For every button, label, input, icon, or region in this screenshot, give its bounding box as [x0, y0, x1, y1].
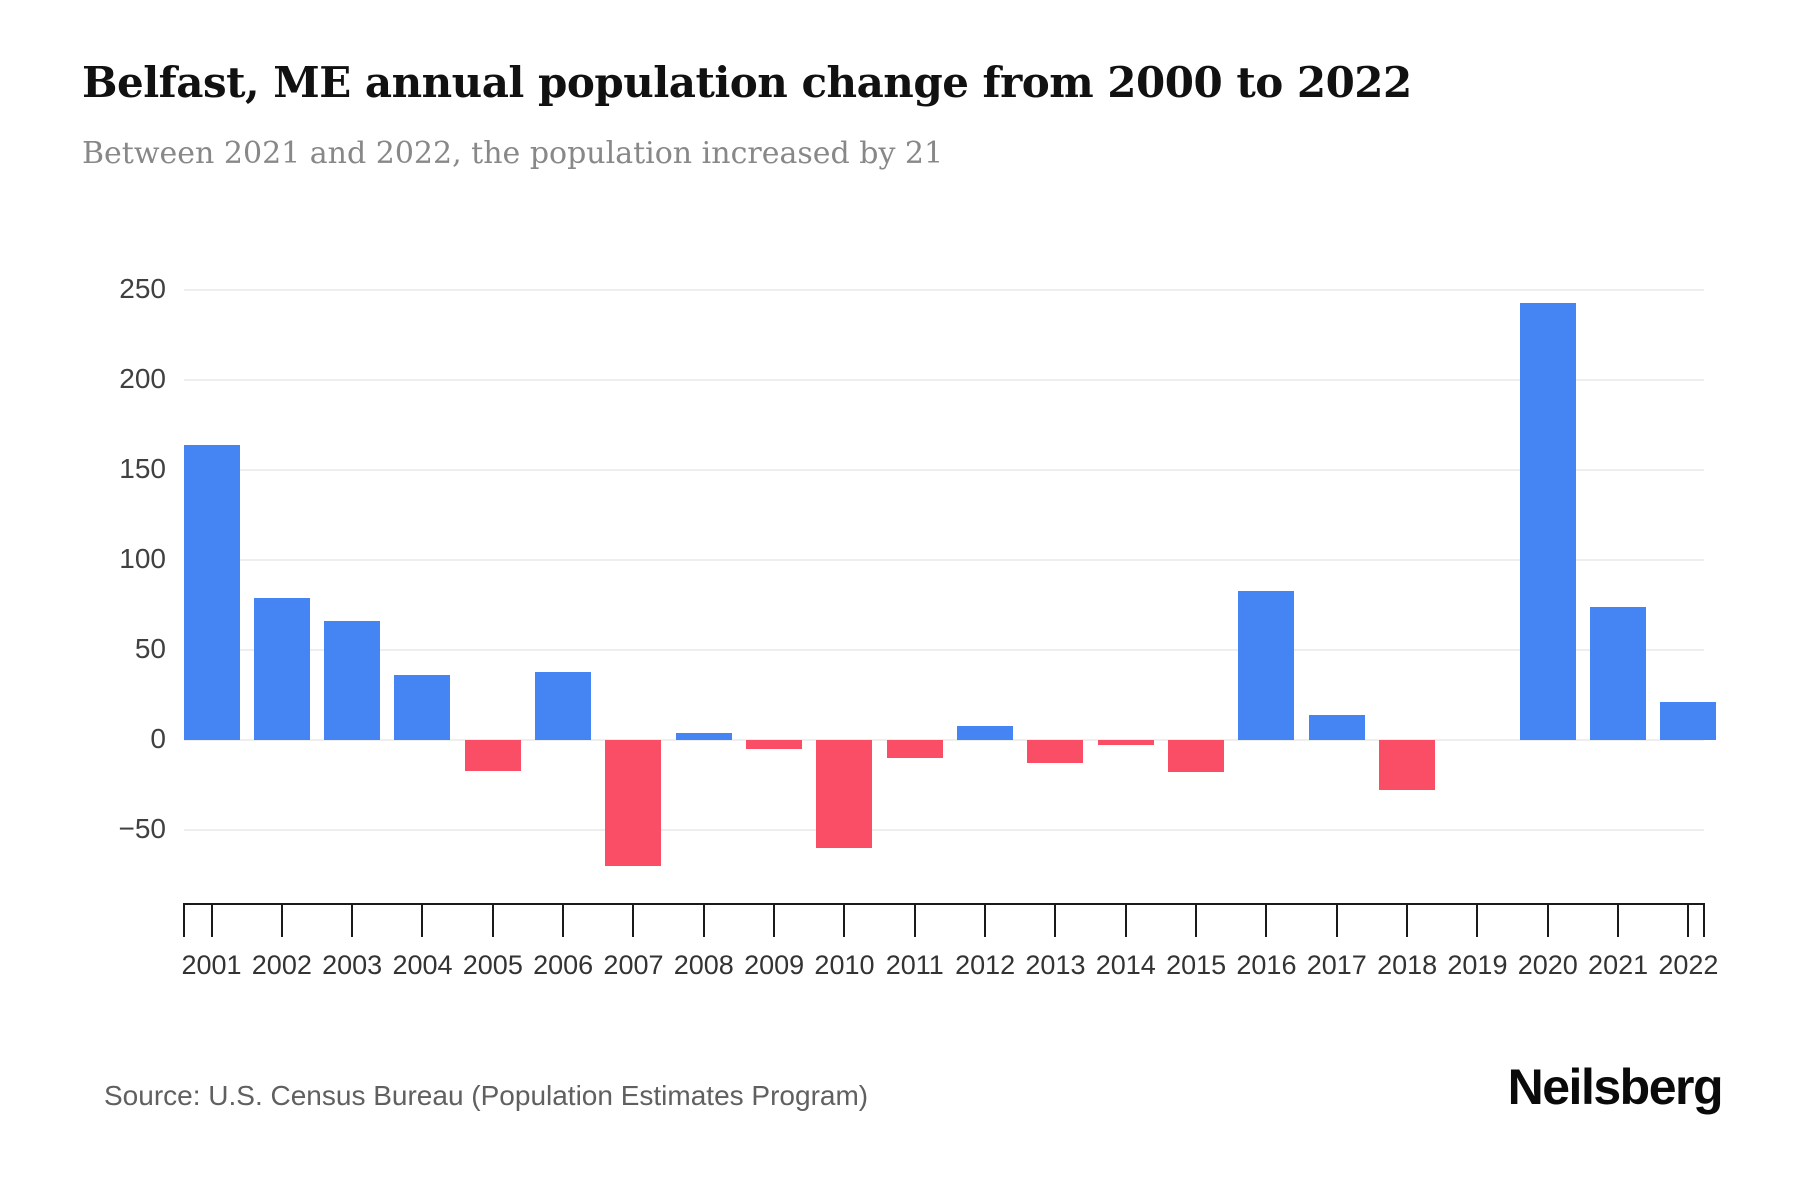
y-axis-tick-label--50: −50 [118, 813, 167, 844]
x-axis-tick-2008 [702, 903, 705, 937]
x-axis-tick-label-2003: 2003 [322, 950, 383, 980]
bar-2005[interactable] [464, 740, 521, 771]
x-axis-tick-2001 [210, 903, 213, 937]
y-axis-tick-label-150: 150 [119, 453, 166, 484]
bar-2018[interactable] [1379, 740, 1436, 791]
bar-2017[interactable] [1308, 714, 1365, 740]
x-axis-tick-2013 [1054, 903, 1057, 937]
bar-2008[interactable] [675, 732, 732, 740]
x-axis-tick-2002 [280, 903, 283, 937]
gridline-y-0 [184, 739, 1704, 741]
bar-2011[interactable] [886, 740, 943, 758]
x-axis-tick-2014 [1124, 903, 1127, 937]
page-subtitle: Between 2021 and 2022, the population in… [82, 136, 944, 171]
x-axis-tick-label-2009: 2009 [744, 950, 805, 980]
bar-2014[interactable] [1097, 740, 1154, 746]
x-axis-tick-label-2012: 2012 [955, 950, 1016, 980]
x-axis-outer-tick [1702, 903, 1705, 937]
x-axis-tick-label-2002: 2002 [251, 950, 312, 980]
bar-2016[interactable] [1238, 590, 1295, 740]
bar-2010[interactable] [816, 740, 873, 848]
bar-2002[interactable] [253, 597, 310, 740]
x-axis-tick-2010 [843, 903, 846, 937]
x-axis-outer-tick [182, 903, 185, 937]
bar-2015[interactable] [1168, 740, 1225, 773]
x-axis-tick-2020 [1546, 903, 1549, 937]
gridline-y--50 [184, 829, 1704, 831]
y-axis-tick-label-100: 100 [119, 543, 166, 574]
x-axis-tick-label-2007: 2007 [603, 950, 664, 980]
bar-2009[interactable] [746, 740, 803, 749]
y-axis-tick-label-50: 50 [134, 633, 166, 664]
x-axis-tick-label-2020: 2020 [1517, 950, 1578, 980]
x-axis-tick-label-2011: 2011 [885, 950, 944, 980]
x-axis-tick-2007 [632, 903, 635, 937]
gridline-y-250 [184, 289, 1704, 291]
bar-2003[interactable] [324, 621, 381, 740]
x-axis-tick-label-2010: 2010 [814, 950, 875, 980]
y-axis-tick-label-0: 0 [150, 723, 166, 754]
x-axis-tick-2006 [562, 903, 565, 937]
x-axis-tick-2016 [1265, 903, 1268, 937]
bar-2006[interactable] [535, 671, 592, 740]
x-axis-tick-label-2013: 2013 [1025, 950, 1086, 980]
bar-2004[interactable] [394, 675, 451, 740]
x-axis-tick-label-2019: 2019 [1447, 950, 1508, 980]
x-axis-tick-label-2018: 2018 [1377, 950, 1438, 980]
x-axis-tick-2012 [984, 903, 987, 937]
x-axis-tick-2005 [491, 903, 494, 937]
x-axis-tick-label-2021: 2021 [1588, 950, 1649, 980]
brand-logo: Neilsberg [1507, 1059, 1724, 1115]
gridline-y-100 [184, 559, 1704, 561]
bar-2007[interactable] [605, 740, 662, 866]
x-axis-tick-2015 [1195, 903, 1198, 937]
x-axis-tick-2019 [1476, 903, 1479, 937]
x-axis-tick-label-2008: 2008 [673, 950, 734, 980]
x-axis-tick-label-2005: 2005 [462, 950, 523, 980]
x-axis-tick-2009 [773, 903, 776, 937]
source-note: Source: U.S. Census Bureau (Population E… [104, 1080, 869, 1111]
x-axis-tick-label-2014: 2014 [1095, 950, 1156, 980]
x-axis-tick-2004 [421, 903, 424, 937]
x-axis-tick-2003 [351, 903, 354, 937]
y-axis-tick-label-200: 200 [119, 363, 166, 394]
x-axis-tick-2017 [1335, 903, 1338, 937]
x-axis-tick-label-2016: 2016 [1236, 950, 1297, 980]
x-axis-line [183, 903, 1705, 905]
x-axis-tick-label-2022: 2022 [1658, 950, 1719, 980]
page-title: Belfast, ME annual population change fro… [82, 58, 1412, 107]
x-axis-tick-2021 [1617, 903, 1620, 937]
bar-2001[interactable] [183, 444, 240, 740]
bar-2020[interactable] [1519, 302, 1576, 740]
x-axis-tick-label-2001: 2001 [181, 950, 242, 980]
x-axis-tick-label-2017: 2017 [1306, 950, 1367, 980]
gridline-y-200 [184, 379, 1704, 381]
bar-2013[interactable] [1027, 740, 1084, 764]
x-axis-tick-2011 [913, 903, 916, 937]
bar-2021[interactable] [1590, 606, 1647, 740]
x-axis-tick-label-2006: 2006 [533, 950, 594, 980]
gridline-y-150 [184, 469, 1704, 471]
x-axis-tick-label-2004: 2004 [392, 950, 453, 980]
bar-2012[interactable] [957, 725, 1014, 740]
gridline-y-50 [184, 649, 1704, 651]
y-axis-tick-label-250: 250 [119, 273, 166, 304]
x-axis-tick-2018 [1406, 903, 1409, 937]
x-axis-tick-2022 [1687, 903, 1690, 937]
x-axis-tick-label-2015: 2015 [1166, 950, 1227, 980]
bar-2022[interactable] [1660, 702, 1717, 740]
